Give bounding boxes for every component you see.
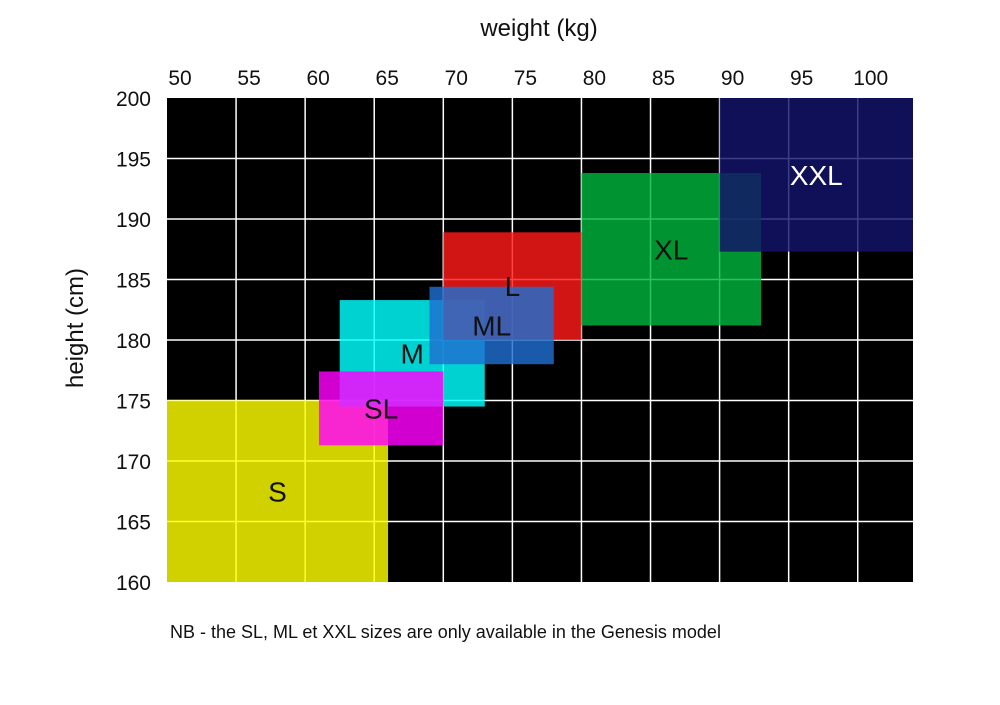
axis-ticks: 50 55 60 65 70 75 80 85 90 95 100 160 165 170 175 180 18… xyxy=(116,67,888,595)
x-tick-label-50: 50 xyxy=(168,67,191,90)
footnote: NB - the SL, ML et XXL sizes are only av… xyxy=(170,622,721,642)
y-tick-label-190: 190 xyxy=(116,209,151,232)
size-region-xxl xyxy=(719,98,913,252)
x-tick-label-70: 70 xyxy=(445,67,468,90)
y-tick-label-170: 170 xyxy=(116,451,151,474)
y-tick-label-165: 165 xyxy=(116,512,151,535)
y-axis-title: height (cm) xyxy=(62,268,89,388)
size-label-m: M xyxy=(401,338,424,369)
y-tick-label-180: 180 xyxy=(116,330,151,353)
x-tick-label-95: 95 xyxy=(790,67,813,90)
x-tick-label-55: 55 xyxy=(237,67,260,90)
y-tick-label-160: 160 xyxy=(116,572,151,595)
y-tick-label-200: 200 xyxy=(116,88,151,111)
plot-area: S MSL L ML XL XXL xyxy=(167,98,913,582)
size-label-s: S xyxy=(268,476,287,507)
x-axis-title: weight (kg) xyxy=(479,15,597,42)
size-region-sl xyxy=(318,371,444,446)
x-tick-label-80: 80 xyxy=(583,67,606,90)
x-tick-label-100: 100 xyxy=(853,67,888,90)
size-label-sl: SL xyxy=(364,393,398,424)
size-label-xxl: XXL xyxy=(790,160,843,191)
size-region-ml xyxy=(429,286,554,365)
size-label-l: L xyxy=(505,271,521,302)
x-tick-label-85: 85 xyxy=(652,67,675,90)
x-tick-label-90: 90 xyxy=(721,67,744,90)
size-label-ml: ML xyxy=(472,310,511,341)
x-tick-label-75: 75 xyxy=(514,67,537,90)
x-tick-label-65: 65 xyxy=(376,67,399,90)
y-tick-label-175: 175 xyxy=(116,391,151,414)
size-label-xl: XL xyxy=(654,234,688,265)
y-tick-label-195: 195 xyxy=(116,149,151,172)
x-tick-label-60: 60 xyxy=(306,67,329,90)
y-tick-label-185: 185 xyxy=(116,270,151,293)
